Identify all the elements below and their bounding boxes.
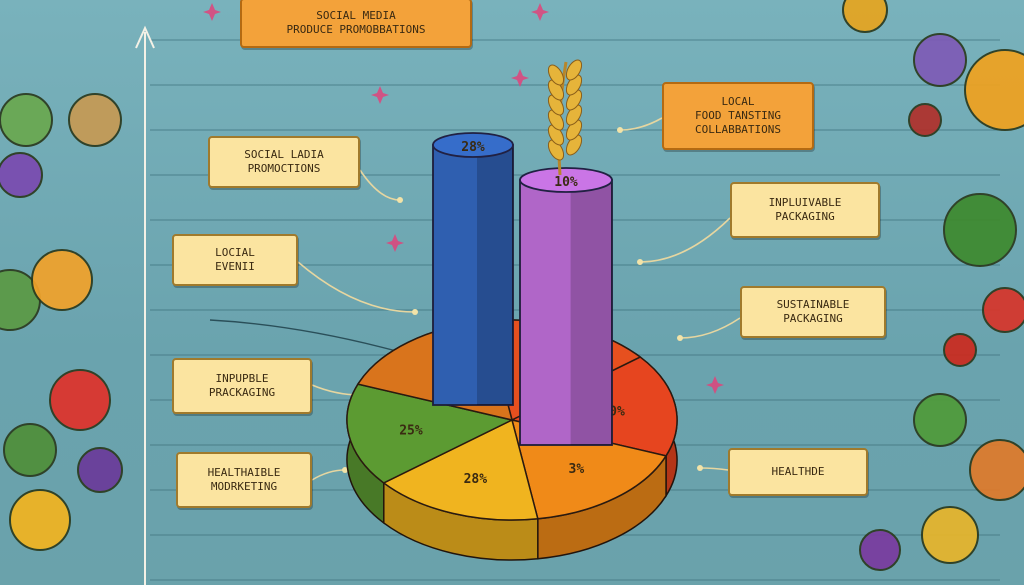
leader-line xyxy=(619,117,663,131)
leader-dot xyxy=(697,465,703,471)
berry-icon xyxy=(0,152,43,198)
callout-line: PRODUCE PROMOBBATIONS xyxy=(286,23,426,36)
callout-label: LOCAL FOOD TANSTING COLLABBATIONS xyxy=(662,82,814,150)
strawberry-icon xyxy=(49,369,111,431)
bar-label: 28% xyxy=(461,140,485,155)
pie-slice xyxy=(346,383,515,484)
sparkle-icon xyxy=(371,86,389,104)
leader-dot xyxy=(677,335,683,341)
leader-line xyxy=(311,469,346,481)
slice-label: 3% xyxy=(569,462,585,477)
sparkle-icon xyxy=(531,3,549,21)
callout-line: HEALTHDE xyxy=(771,465,825,478)
sparkle-icon xyxy=(511,69,529,87)
chili-icon xyxy=(943,333,977,367)
wheat-icon xyxy=(547,59,583,176)
leaf-icon xyxy=(3,423,57,477)
callout-line: PACKAGING xyxy=(783,312,843,325)
callout-label: HEALTHAIBLE MODRKETING xyxy=(176,452,312,508)
leaf-icon xyxy=(0,93,53,147)
leader-line xyxy=(297,261,416,313)
callout-label: SOCIAL LADIA PROMOCTIONS xyxy=(208,136,360,188)
leader-dot xyxy=(637,259,643,265)
sparkle-icon xyxy=(386,234,404,252)
callout-label: HEALTHDE xyxy=(728,448,868,496)
callout-label: LOCIAL EVENII xyxy=(172,234,298,286)
lemon-icon xyxy=(9,489,71,551)
eggplant-icon xyxy=(77,447,123,493)
callout-line: LOCAL xyxy=(721,95,755,108)
axis-arrow-icon xyxy=(135,25,155,49)
orange-icon xyxy=(964,49,1024,131)
leaf-icon xyxy=(913,393,967,447)
callout-label: INPUPBLE PRACKAGING xyxy=(172,358,312,414)
callout-line: HEALTHAIBLE xyxy=(207,466,281,479)
decorative-produce xyxy=(0,0,1024,571)
callout-line: SOCIAL LADIA xyxy=(244,148,324,161)
berry-icon xyxy=(859,529,901,571)
leader-dot xyxy=(342,467,348,473)
callout-line: EVENII xyxy=(215,260,255,273)
carrot-icon xyxy=(969,439,1024,501)
callout-label: INPLUIVABLE PACKAGING xyxy=(730,182,880,238)
callout-label: SOCIAL MEDIA PRODUCE PROMOBBATIONS xyxy=(240,0,472,48)
wheat-grain xyxy=(547,64,565,86)
sparkle-icon xyxy=(706,376,724,394)
berry-icon xyxy=(908,103,942,137)
callout-line: INPLUIVABLE xyxy=(768,196,842,209)
lavender-icon xyxy=(913,33,967,87)
bar-columns: 28% 10% xyxy=(432,132,613,446)
callout-line: FOOD TANSTING xyxy=(694,109,782,122)
bar xyxy=(432,144,514,406)
bar-shade xyxy=(477,145,513,405)
bar-shade xyxy=(570,180,612,445)
almond-icon xyxy=(68,93,122,147)
y-axis xyxy=(135,25,155,585)
callout-line: INPUPBLE xyxy=(215,372,269,385)
slice-label: 25% xyxy=(399,424,423,439)
slice-label: 28% xyxy=(464,472,488,487)
callout-line: SOCIAL MEDIA xyxy=(316,9,396,22)
leader-line xyxy=(359,169,401,201)
sparkle-icon xyxy=(203,3,221,21)
callout-line: PACKAGING xyxy=(775,210,835,223)
pie-slice xyxy=(382,418,539,521)
callout-line: PROMOCTIONS xyxy=(247,162,321,175)
bar-label: 10% xyxy=(554,175,578,190)
callout-line: LOCIAL xyxy=(215,246,255,259)
leader-line xyxy=(679,317,741,339)
leader-lines xyxy=(209,117,741,481)
leader-dot xyxy=(617,127,623,133)
corn-icon xyxy=(842,0,888,33)
callout-line: SUSTAINABLE xyxy=(776,298,850,311)
bar-top xyxy=(519,167,613,193)
leader-dot xyxy=(397,197,403,203)
bar-top xyxy=(432,132,514,158)
wheat-grain xyxy=(565,59,583,81)
leader-line xyxy=(699,467,729,471)
callout-line: MODRKETING xyxy=(210,480,278,493)
leader-line xyxy=(639,217,731,263)
squash-icon xyxy=(921,506,979,564)
callout-label: SUSTAINABLE PACKAGING xyxy=(740,286,886,338)
broccoli-icon xyxy=(943,193,1017,267)
callout-line: COLLABBATIONS xyxy=(694,123,782,136)
leader-line xyxy=(209,319,401,353)
leader-dot xyxy=(412,309,418,315)
tomato-icon xyxy=(982,287,1024,333)
callout-line: PRACKAGING xyxy=(208,386,276,399)
orange-icon xyxy=(31,249,93,311)
